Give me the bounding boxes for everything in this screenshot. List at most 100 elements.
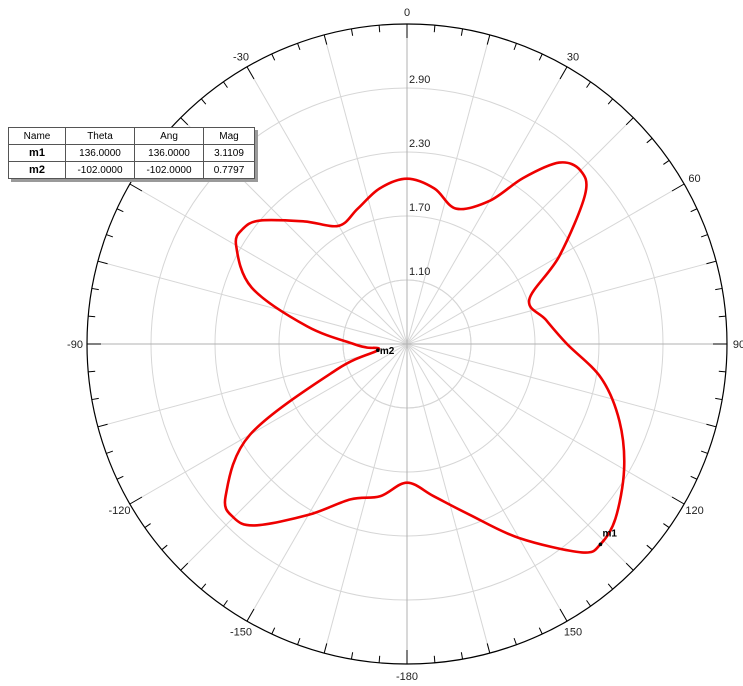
angle-tick-mark — [706, 260, 717, 265]
angle-tick-mark — [663, 523, 670, 528]
radial-tick-label: 1.10 — [409, 266, 430, 278]
angle-tick-mark — [513, 637, 517, 645]
angle-tick-mark — [180, 117, 189, 126]
angle-tick-mark — [106, 450, 114, 454]
angle-tick-mark — [88, 370, 96, 373]
radial-tick-label: 2.30 — [409, 138, 430, 150]
angle-tick-mark — [460, 28, 464, 36]
marker-ang: 136.0000 — [134, 144, 204, 162]
angle-tick-label: 30 — [567, 51, 579, 63]
angle-tick-mark — [106, 234, 114, 238]
radial-grid-line — [406, 260, 717, 345]
angle-tick-mark — [700, 234, 708, 238]
angle-tick-mark — [144, 523, 151, 528]
angle-tick-mark — [116, 475, 124, 480]
angle-tick-mark — [513, 43, 517, 51]
angle-tick-mark — [323, 34, 328, 45]
angle-tick-mark — [663, 160, 670, 165]
angle-tick-label: 0 — [404, 7, 410, 19]
angle-tick-mark — [97, 260, 108, 265]
angle-tick-mark — [715, 397, 723, 401]
angle-tick-mark — [671, 183, 685, 192]
angle-tick-mark — [350, 652, 354, 660]
marker-ang: -102.0000 — [134, 161, 204, 179]
radial-grid-line — [180, 343, 408, 571]
column-header-mag: Mag — [203, 127, 255, 145]
angle-tick-label: -30 — [233, 51, 249, 63]
angle-tick-mark — [715, 287, 723, 291]
marker-label: m2 — [380, 346, 395, 357]
angle-tick-label: 150 — [564, 627, 582, 639]
angle-tick-mark — [607, 583, 614, 590]
angle-tick-mark — [350, 28, 354, 36]
angle-tick-mark — [271, 627, 276, 635]
angle-tick-label: -120 — [108, 505, 130, 517]
radial-grid-line — [129, 343, 408, 505]
radial-grid-line — [406, 343, 491, 654]
angle-tick-mark — [646, 544, 653, 551]
angle-tick-mark — [116, 208, 124, 213]
angle-tick-mark — [223, 600, 228, 607]
marker-point — [598, 542, 603, 547]
marker-table-header: Name Theta Ang Mag — [8, 127, 255, 145]
angle-tick-mark — [538, 627, 543, 635]
radial-grid-line — [406, 343, 634, 571]
angle-tick-mark — [297, 43, 301, 51]
angle-tick-mark — [690, 208, 698, 213]
angle-tick-mark — [129, 183, 143, 192]
radial-grid-line — [406, 343, 717, 428]
marker-theta: -102.0000 — [65, 161, 135, 179]
angle-tick-mark — [200, 583, 207, 590]
series-line — [223, 161, 626, 554]
marker-mag: 0.7797 — [203, 161, 255, 179]
angle-tick-mark — [718, 315, 726, 318]
angle-tick-mark — [460, 652, 464, 660]
angle-tick-mark — [607, 98, 614, 105]
angle-tick-mark — [671, 496, 685, 505]
angle-tick-mark — [297, 637, 301, 645]
radial-grid-line — [406, 343, 568, 622]
column-header-theta: Theta — [65, 127, 135, 145]
angle-tick-label: 90 — [733, 339, 743, 351]
angle-tick-mark — [718, 370, 726, 373]
marker-mag: 3.1109 — [203, 144, 255, 162]
marker-label: m1 — [602, 528, 617, 539]
angle-tick-mark — [271, 53, 276, 61]
angle-tick-mark — [538, 53, 543, 61]
angle-tick-label: 120 — [685, 505, 703, 517]
radial-grid-line — [129, 183, 408, 345]
angle-tick-mark — [246, 66, 255, 80]
radial-grid-line — [97, 343, 408, 428]
angle-tick-label: -180 — [396, 671, 418, 683]
angle-tick-mark — [559, 66, 568, 80]
angle-tick-mark — [625, 117, 634, 126]
angle-tick-mark — [586, 81, 591, 88]
angle-tick-label: 60 — [688, 173, 700, 185]
angle-tick-mark — [690, 475, 698, 480]
radial-tick-label: 2.90 — [409, 74, 430, 86]
angle-tick-mark — [433, 25, 436, 33]
marker-name: m1 — [8, 144, 66, 162]
angle-tick-mark — [200, 98, 207, 105]
radial-tick-label: 1.70 — [409, 202, 430, 214]
angle-tick-mark — [323, 643, 328, 654]
radial-grid-line — [246, 343, 408, 622]
angle-tick-mark — [700, 450, 708, 454]
angle-tick-mark — [646, 137, 653, 144]
angle-tick-mark — [161, 544, 168, 551]
angle-tick-mark — [378, 25, 381, 33]
angle-tick-mark — [378, 655, 381, 663]
radial-grid-line — [323, 34, 408, 345]
angle-tick-mark — [486, 34, 491, 45]
angle-tick-mark — [433, 655, 436, 663]
angle-tick-mark — [97, 423, 108, 428]
angle-tick-label: -90 — [67, 339, 83, 351]
radial-grid-line — [246, 66, 408, 345]
radial-grid-line — [406, 66, 568, 345]
angle-tick-mark — [91, 397, 99, 401]
radial-grid-line — [406, 34, 491, 345]
column-header-ang: Ang — [134, 127, 204, 145]
angle-tick-mark — [559, 608, 568, 622]
radial-grid-line — [406, 183, 685, 345]
